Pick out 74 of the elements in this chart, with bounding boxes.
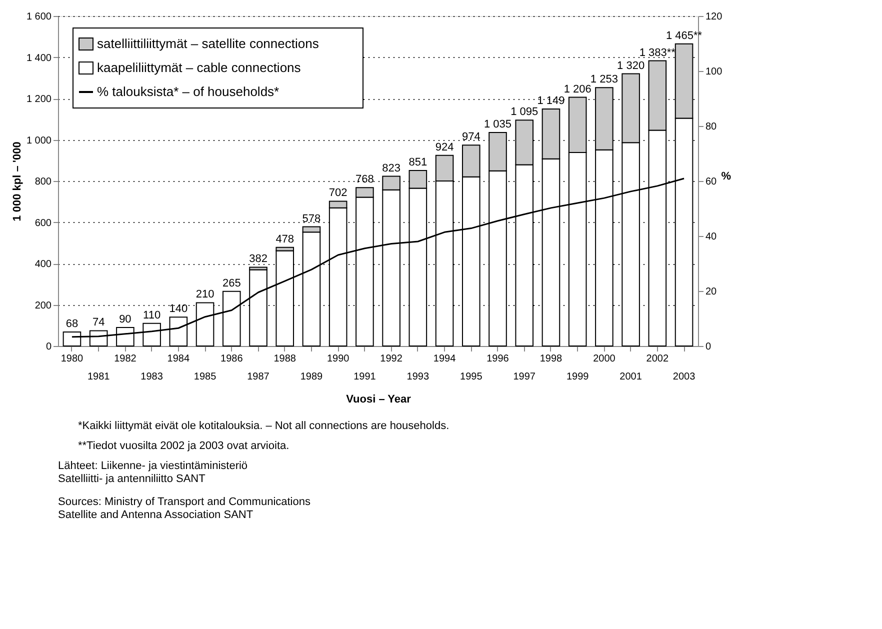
y2-axis-title: % <box>721 170 732 182</box>
legend-label: % talouksista* – of households* <box>97 84 280 99</box>
x-tick-label: 2002 <box>646 354 669 364</box>
total-label: 90 <box>119 313 132 326</box>
text: **Tiedot vuosilta 2002 ja 2003 ovat arvioita. <box>78 440 290 452</box>
x-tick-label: 1990 <box>326 354 350 364</box>
x-tick-label: 1995 <box>460 372 483 382</box>
x-tick-label: 1985 <box>194 372 217 382</box>
total-label: 1 035 <box>484 118 512 131</box>
y2-tick-label: 20 <box>706 286 718 298</box>
legend-label: kaapeliliittymät – cable connections <box>97 60 302 75</box>
y-tick-label: 600 <box>34 218 52 229</box>
x-tick-label: 1999 <box>566 372 590 382</box>
x-tick-label: 1981 <box>87 372 110 382</box>
x-tick-label: 1992 <box>380 354 403 364</box>
y-tick-label: 0 <box>46 342 52 352</box>
x-tick-label: 1988 <box>274 354 296 364</box>
total-label: 478 <box>276 233 294 246</box>
legend-label: satelliittiliittymät – satellite connections <box>97 36 320 51</box>
y-tick-label: 800 <box>34 176 52 188</box>
y2-tick-label: 60 <box>706 176 718 188</box>
x-tick-label: 1980 <box>60 354 84 364</box>
total-label: 1 465** <box>666 30 703 42</box>
total-label: 265 <box>222 277 241 290</box>
x-tick-label: 2000 <box>593 354 616 364</box>
x-tick-label: 1987 <box>247 372 270 382</box>
x-tick-label: 2001 <box>620 372 642 382</box>
total-label: 1 095 <box>510 106 538 118</box>
x-tick-label: 1996 <box>486 354 510 364</box>
x-tick-label: 1984 <box>167 354 190 364</box>
total-label: 68 <box>66 318 78 330</box>
total-label: 924 <box>435 141 454 154</box>
y-tick-label: 200 <box>34 300 52 312</box>
x-tick-label: 1982 <box>114 354 137 364</box>
total-label: 768 <box>356 174 374 186</box>
source-note: Sources: Ministry of Transport and Communications Satellite and Antenna Association SANT <box>58 496 311 521</box>
total-label: 578 <box>302 212 321 225</box>
y2-tick-label: 80 <box>706 122 718 132</box>
text: *Kaikki liittymät eivät ole kotitalouksia. – Not all connections are households. <box>78 420 450 432</box>
y2-tick-label: 100 <box>706 66 723 78</box>
y-tick-label: 1 400 <box>26 52 52 64</box>
total-label: 851 <box>408 156 428 168</box>
x-tick-label: 1994 <box>433 354 456 364</box>
y2-tick-label: 120 <box>706 12 723 22</box>
y-tick-label: 1 600 <box>26 12 52 22</box>
text: Lähteet: Liikenne- ja viestintäministeriö Satelliitti- ja antenniliitto SANT <box>58 460 248 485</box>
x-axis-title: Vuosi – Year <box>346 394 412 406</box>
total-label: 823 <box>382 162 400 174</box>
total-label: 382 <box>249 253 268 266</box>
total-label: 1 383** <box>639 46 676 59</box>
total-label: 1 320 <box>617 60 645 72</box>
y-axis-title: 1 000 kpl – '000 <box>11 142 24 222</box>
x-tick-label: 1993 <box>406 372 430 382</box>
x-tick-label: 1989 <box>300 372 324 382</box>
total-label: 140 <box>169 303 188 316</box>
total-label: 1 206 <box>564 83 592 96</box>
total-label: 702 <box>328 187 348 200</box>
x-tick-label: 2003 <box>672 372 696 382</box>
x-tick-label: 1986 <box>220 354 244 364</box>
y2-tick-label: 40 <box>706 232 718 242</box>
total-label: 210 <box>196 288 214 301</box>
x-tick-label: 1991 <box>354 372 376 382</box>
x-tick-label: 1983 <box>140 372 164 382</box>
y-tick-label: 1 200 <box>26 94 52 105</box>
y-tick-label: 400 <box>34 259 52 270</box>
y-tick-label: 1 000 <box>26 135 52 146</box>
total-label: 974 <box>462 131 480 144</box>
total-label: 110 <box>143 309 161 322</box>
x-tick-label: 1997 <box>513 372 536 382</box>
y2-tick-label: 0 <box>706 342 712 352</box>
x-tick-label: 1998 <box>540 354 563 364</box>
total-label: 74 <box>92 316 105 329</box>
total-label: 1 253 <box>590 74 618 86</box>
total-label: 1 149 <box>537 95 565 108</box>
